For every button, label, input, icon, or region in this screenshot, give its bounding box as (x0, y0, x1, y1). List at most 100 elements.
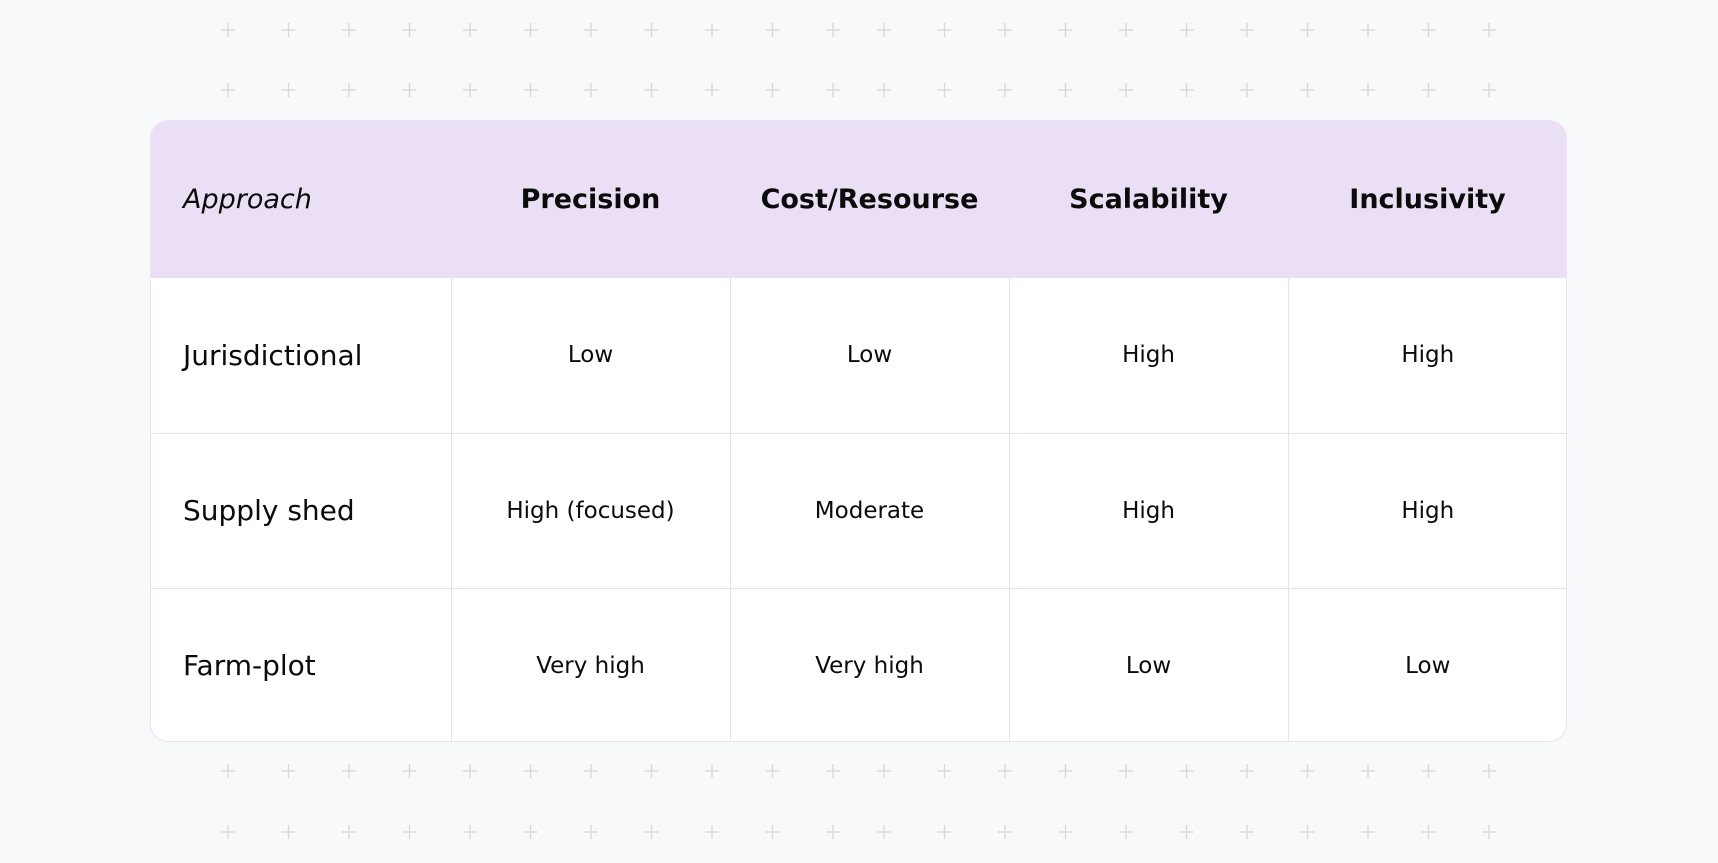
plus-mark (281, 23, 296, 37)
plus-mark (584, 764, 598, 778)
plus-mark (644, 83, 659, 97)
plus-mark (1058, 825, 1073, 839)
row-label-farm-plot: Farm-plot (183, 649, 316, 683)
plus-mark (1119, 23, 1133, 37)
plus-mark (342, 764, 356, 778)
table-row: Farm-plot Very high Very high Low Low (151, 588, 1566, 741)
column-header-precision: Precision (520, 184, 661, 215)
table-cell: Low (729, 278, 1009, 434)
plus-mark (877, 764, 891, 778)
plus-mark (765, 825, 780, 839)
plus-mark (1240, 825, 1254, 839)
plus-mark (584, 825, 598, 839)
plus-mark (937, 83, 952, 97)
plus-mark (644, 23, 659, 37)
plus-mark (644, 764, 659, 778)
plus-mark (1421, 83, 1436, 97)
plus-mark (402, 764, 417, 778)
table-cell: High (focused) (450, 433, 730, 589)
plus-mark (402, 23, 417, 37)
plus-mark (221, 23, 235, 37)
plus-mark (1300, 23, 1315, 37)
plus-mark (1119, 764, 1133, 778)
plus-mark (463, 83, 477, 97)
column-header-inclusivity: Inclusivity (1349, 184, 1506, 215)
plus-mark (1361, 825, 1375, 839)
table-cell: Low (1008, 588, 1288, 741)
plus-mark (1421, 764, 1436, 778)
table-cell: High (1287, 433, 1566, 589)
plus-mark (1300, 83, 1315, 97)
plus-mark (523, 83, 538, 97)
plus-mark (1179, 764, 1194, 778)
table-cell: Very high (450, 588, 730, 741)
plus-mark (1421, 825, 1436, 839)
plus-mark (523, 764, 538, 778)
table-row: Supply shed High (focused) Moderate High… (151, 433, 1566, 589)
plus-mark (1300, 764, 1315, 778)
plus-mark (1300, 825, 1315, 839)
plus-mark (826, 825, 840, 839)
plus-mark (877, 23, 891, 37)
plus-mark (998, 825, 1012, 839)
plus-mark (644, 825, 659, 839)
plus-mark (765, 83, 780, 97)
plus-mark (523, 23, 538, 37)
table-cell: Very high (729, 588, 1009, 741)
plus-mark (221, 764, 235, 778)
table-cell: Low (1287, 588, 1566, 741)
table-cell: High (1008, 278, 1288, 434)
plus-mark (937, 764, 952, 778)
table-cell: Low (450, 278, 730, 434)
plus-mark (1179, 83, 1194, 97)
plus-mark (463, 764, 477, 778)
plus-mark (1058, 83, 1073, 97)
table-row: Jurisdictional Low Low High High (151, 278, 1566, 434)
plus-mark (463, 825, 477, 839)
column-header-cost: Cost/Resourse (760, 184, 979, 215)
plus-mark (998, 83, 1012, 97)
table-cell: High (1008, 433, 1288, 589)
plus-mark (826, 83, 840, 97)
plus-mark (705, 83, 719, 97)
comparison-table-card: Approach Precision Cost/Resourse Scalabi… (150, 120, 1567, 742)
plus-mark (1058, 764, 1073, 778)
plus-mark (523, 825, 538, 839)
table-cell: Moderate (729, 433, 1009, 589)
plus-mark (1361, 764, 1375, 778)
row-label-supply-shed: Supply shed (151, 433, 451, 589)
comparison-table: Approach Precision Cost/Resourse Scalabi… (151, 121, 1566, 741)
plus-mark (281, 825, 296, 839)
plus-mark (765, 23, 780, 37)
plus-mark (937, 23, 952, 37)
plus-mark (1119, 83, 1133, 97)
plus-mark (705, 764, 719, 778)
table-cell: High (1287, 278, 1566, 434)
plus-mark (937, 825, 952, 839)
plus-mark (1179, 23, 1194, 37)
plus-mark (342, 825, 356, 839)
plus-mark (1482, 83, 1496, 97)
plus-mark (1179, 825, 1194, 839)
plus-mark (342, 83, 356, 97)
plus-mark (877, 825, 891, 839)
table-header-row: Approach Precision Cost/Resourse Scalabi… (151, 121, 1566, 278)
plus-mark (281, 83, 296, 97)
plus-mark (1482, 825, 1496, 839)
plus-mark (1421, 23, 1436, 37)
plus-mark (402, 825, 417, 839)
plus-mark (1482, 23, 1496, 37)
plus-mark (1482, 764, 1496, 778)
plus-mark (705, 23, 719, 37)
plus-mark (463, 23, 477, 37)
plus-mark (584, 23, 598, 37)
row-label-jurisdictional: Jurisdictional (151, 278, 451, 434)
plus-mark (342, 23, 356, 37)
plus-mark (1361, 83, 1375, 97)
plus-mark (402, 83, 417, 97)
plus-mark (998, 23, 1012, 37)
plus-mark (1058, 23, 1073, 37)
plus-mark (221, 825, 235, 839)
plus-mark (1240, 83, 1254, 97)
column-header-approach: Approach (183, 184, 312, 215)
